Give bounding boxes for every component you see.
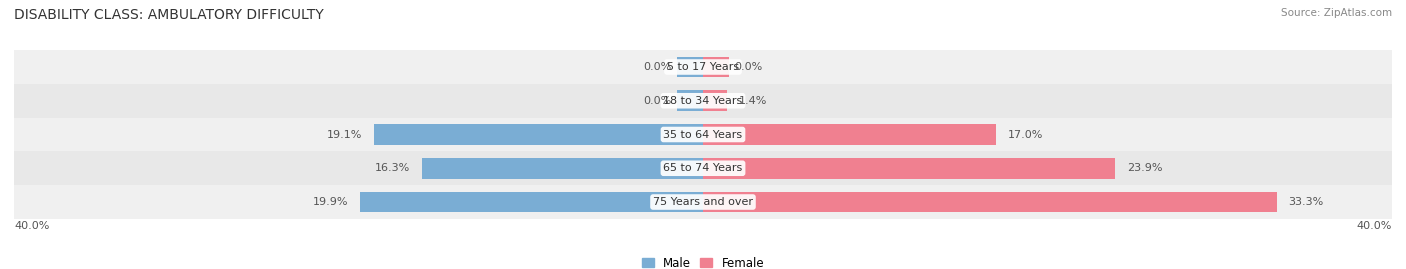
Text: 0.0%: 0.0%	[644, 62, 672, 72]
Bar	[703, 90, 727, 111]
Bar	[14, 118, 1392, 151]
Text: 23.9%: 23.9%	[1126, 163, 1163, 173]
Bar	[703, 56, 728, 77]
Bar	[374, 124, 703, 145]
Text: Source: ZipAtlas.com: Source: ZipAtlas.com	[1281, 8, 1392, 18]
Bar	[14, 151, 1392, 185]
Bar	[703, 124, 995, 145]
Legend: Male, Female: Male, Female	[641, 257, 765, 269]
Bar	[14, 84, 1392, 118]
Text: 5 to 17 Years: 5 to 17 Years	[666, 62, 740, 72]
Text: 0.0%: 0.0%	[644, 96, 672, 106]
Bar	[678, 56, 703, 77]
Bar	[703, 158, 1115, 179]
Text: 40.0%: 40.0%	[14, 221, 49, 231]
Bar	[422, 158, 703, 179]
Text: 35 to 64 Years: 35 to 64 Years	[664, 129, 742, 140]
Text: 33.3%: 33.3%	[1289, 197, 1324, 207]
Bar	[703, 192, 1277, 213]
Text: 40.0%: 40.0%	[1357, 221, 1392, 231]
Text: 65 to 74 Years: 65 to 74 Years	[664, 163, 742, 173]
Bar	[360, 192, 703, 213]
Text: 17.0%: 17.0%	[1008, 129, 1043, 140]
Bar	[14, 50, 1392, 84]
Text: 19.9%: 19.9%	[312, 197, 349, 207]
Bar	[678, 90, 703, 111]
Text: 75 Years and over: 75 Years and over	[652, 197, 754, 207]
Bar	[14, 185, 1392, 219]
Text: 18 to 34 Years: 18 to 34 Years	[664, 96, 742, 106]
Text: 19.1%: 19.1%	[326, 129, 361, 140]
Text: 0.0%: 0.0%	[734, 62, 762, 72]
Text: 1.4%: 1.4%	[740, 96, 768, 106]
Text: DISABILITY CLASS: AMBULATORY DIFFICULTY: DISABILITY CLASS: AMBULATORY DIFFICULTY	[14, 8, 323, 22]
Text: 16.3%: 16.3%	[375, 163, 411, 173]
